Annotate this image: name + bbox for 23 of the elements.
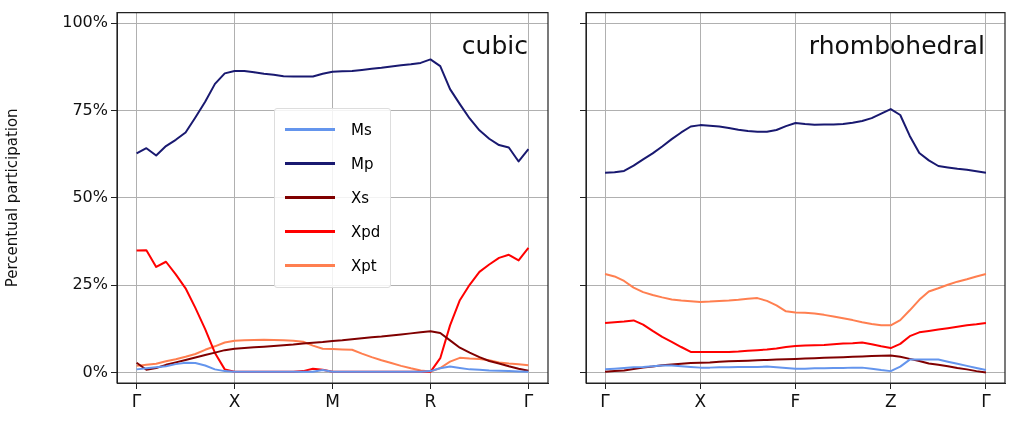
x-tick-label: Γ	[523, 390, 534, 411]
text: rhombohedral	[808, 30, 985, 60]
y-tick-label: 25%	[72, 274, 108, 294]
legend-label: Xs	[351, 188, 370, 207]
y-tick-label: 75%	[72, 99, 108, 119]
legend-label: Mp	[351, 154, 374, 173]
x-tick-label: Γ	[131, 390, 142, 411]
legend-label: Ms	[351, 120, 372, 139]
x-tick-label: X	[694, 390, 707, 411]
x-tick-label: M	[325, 390, 340, 411]
x-tick-label: F	[790, 390, 801, 411]
x-tick-label: Z	[884, 390, 897, 411]
x-tick-label: Γ	[981, 390, 992, 411]
x-tick-label: R	[424, 390, 437, 411]
y-tick-label: 0%	[82, 361, 108, 381]
y-tick-label: 50%	[72, 186, 108, 206]
y-tick-label: 100%	[62, 12, 108, 32]
text: cubic	[461, 30, 528, 60]
x-tick-label: X	[228, 390, 241, 411]
legend-label: Xpd	[351, 222, 381, 241]
legend-label: Xpt	[351, 256, 377, 275]
x-tick-label: Γ	[600, 390, 611, 411]
y-axis-title: Percentual participation	[2, 108, 21, 288]
